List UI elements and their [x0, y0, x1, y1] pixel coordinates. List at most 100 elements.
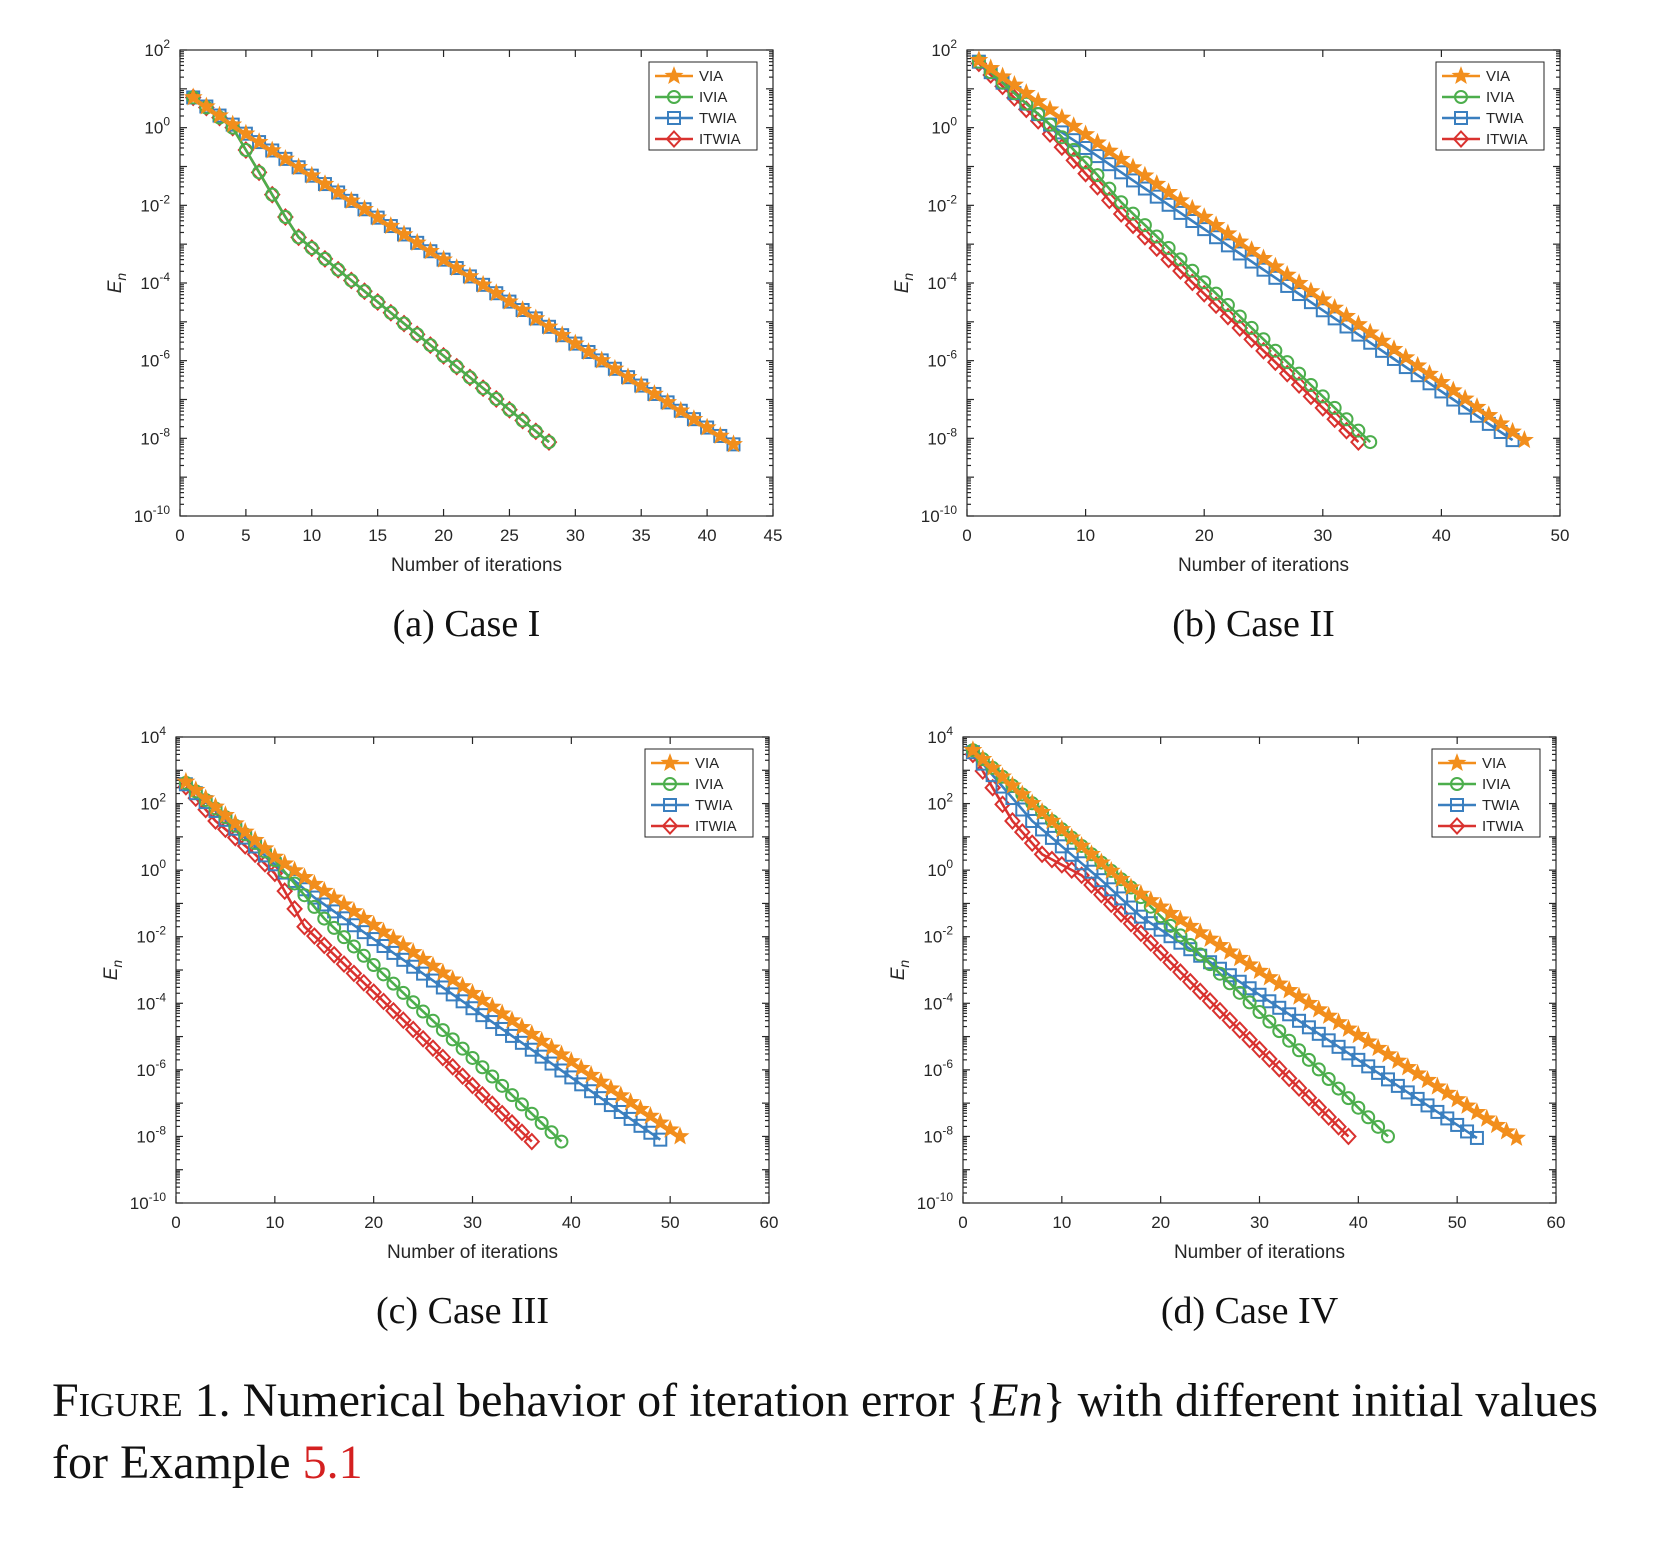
point-via	[1032, 802, 1052, 821]
y-tick-label: 10-6	[136, 1057, 166, 1080]
point-itwia	[513, 1123, 531, 1142]
point-ivia	[423, 338, 438, 353]
point-twia	[1292, 287, 1307, 302]
point-itwia	[1211, 1001, 1229, 1020]
point-ivia	[502, 402, 517, 417]
point-via	[255, 838, 275, 857]
point-via	[1016, 83, 1036, 102]
point-ivia	[541, 435, 556, 450]
point-itwia	[1004, 812, 1021, 830]
point-twia	[1197, 222, 1212, 237]
point-itwia	[1183, 273, 1201, 292]
point-via	[1491, 413, 1511, 432]
point-itwia	[1112, 204, 1130, 223]
legend-marker	[1450, 777, 1464, 791]
point-via	[249, 132, 269, 151]
caption-example-ref[interactable]: 5.1	[302, 1436, 363, 1489]
legend-item-ivia: IVIA	[1442, 89, 1514, 106]
chart-panel-b: 102 100 10-2 10-4 10-6 10-8 10-100 10 20 30 40 50 Nu…	[892, 37, 1569, 645]
point-ivia	[505, 1088, 520, 1103]
legend: VIA IVIA TWIA ITWIA	[648, 61, 758, 151]
point-twia	[1327, 311, 1342, 326]
series-ivia	[971, 54, 1378, 450]
point-itwia	[1136, 227, 1154, 246]
point-via	[522, 1024, 542, 1043]
point-itwia	[1201, 992, 1219, 1010]
point-twia	[1114, 891, 1129, 906]
point-via	[512, 1017, 532, 1036]
point-ivia	[1301, 1052, 1316, 1067]
y-tick-label: 102	[144, 37, 170, 60]
point-itwia	[1261, 1050, 1278, 1069]
point-via	[532, 1031, 552, 1050]
point-via	[355, 199, 374, 218]
legend-marker	[1451, 66, 1471, 85]
point-ivia	[1351, 423, 1366, 438]
point-via	[1182, 198, 1202, 217]
point-itwia	[1266, 353, 1284, 372]
point-via	[1171, 190, 1190, 209]
point-itwia	[296, 917, 313, 936]
legend-item-ivia: IVIA	[651, 776, 723, 793]
point-twia	[1090, 149, 1105, 164]
point-twia	[1185, 214, 1200, 229]
y-axis-label: En	[888, 960, 912, 981]
point-via	[1457, 1095, 1477, 1114]
x-axis-label: Number of iterations	[1174, 1242, 1345, 1263]
point-via	[381, 216, 401, 235]
point-twia	[1173, 205, 1188, 220]
point-itwia	[1013, 823, 1031, 842]
point-via	[1360, 322, 1380, 341]
point-via	[1329, 1012, 1349, 1031]
point-via	[434, 249, 453, 268]
point-ivia	[1262, 1014, 1277, 1029]
point-itwia	[1314, 398, 1332, 417]
point-twia	[1256, 262, 1271, 277]
point-ivia	[346, 939, 361, 954]
point-ivia	[449, 359, 464, 374]
point-via	[1230, 231, 1250, 250]
point-via	[1503, 421, 1522, 440]
y-tick-label: 10-2	[923, 924, 953, 947]
point-via	[1299, 993, 1319, 1012]
point-via	[1159, 182, 1179, 201]
point-ivia	[1043, 117, 1058, 132]
point-twia	[1244, 254, 1259, 269]
point-via	[697, 417, 717, 436]
point-ivia	[476, 381, 491, 396]
point-via	[1220, 941, 1240, 960]
legend: VIA IVIA TWIA ITWIA	[1431, 748, 1541, 838]
point-via	[542, 1037, 562, 1056]
point-ivia	[252, 165, 267, 180]
x-tick-label: 30	[1313, 526, 1332, 545]
y-tick-label: 100	[144, 115, 170, 138]
point-via	[983, 758, 1003, 776]
legend-item-via: VIA	[1438, 753, 1506, 772]
x-tick-label: 50	[661, 1213, 680, 1232]
point-twia	[1161, 197, 1176, 212]
legend-label: VIA	[699, 68, 723, 85]
x-axis-label: Number of iterations	[387, 1242, 558, 1263]
point-via	[1507, 1128, 1526, 1146]
point-via	[1194, 207, 1214, 226]
point-ivia	[1280, 355, 1295, 370]
point-ivia	[436, 348, 451, 363]
point-via	[460, 266, 480, 285]
point-via	[1210, 935, 1230, 954]
sub-caption: (d) Case IV	[1161, 1290, 1339, 1332]
point-via	[1348, 1025, 1368, 1044]
point-via	[1062, 827, 1082, 846]
x-tick-label: 10	[1076, 526, 1095, 545]
point-via	[581, 1065, 601, 1084]
legend-item-twia: TWIA	[651, 797, 733, 814]
chart-panel-d: 104 102 100 10-2 10-4 10-6 10-8 10-100 10 20 30 40 5…	[888, 724, 1565, 1332]
legend-item-twia: TWIA	[655, 110, 737, 127]
point-ivia	[344, 273, 359, 288]
point-itwia	[1100, 191, 1118, 210]
legend-item-itwia: ITWIA	[1438, 817, 1524, 835]
point-via	[186, 780, 206, 799]
point-via	[1147, 174, 1167, 193]
point-ivia	[1212, 966, 1227, 981]
point-itwia	[1350, 433, 1367, 452]
y-tick-label: 10-4	[923, 990, 953, 1013]
